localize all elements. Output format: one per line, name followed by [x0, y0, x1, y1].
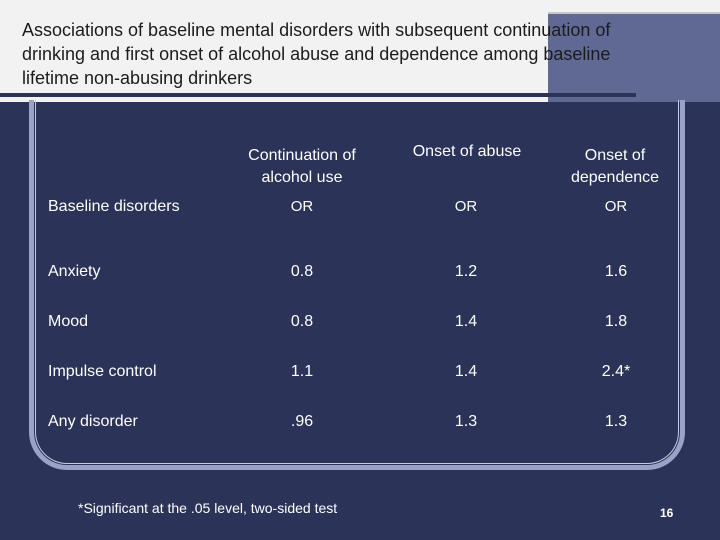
column-header-continuation: Continuation of alcohol use	[248, 147, 356, 186]
table-cell: 0.8	[290, 263, 314, 280]
table-cell: 0.8	[290, 313, 314, 330]
table-row-label: Any disorder	[48, 413, 138, 430]
table-cell: 2.4*	[601, 363, 631, 380]
slide-title: Associations of baseline mental disorder…	[22, 20, 611, 88]
table-cell: 1.2	[454, 263, 478, 280]
table-cell: 1.1	[290, 363, 314, 380]
table-cell: .96	[290, 413, 314, 430]
column-header-onset-abuse: Onset of abuse	[412, 143, 522, 160]
table-cell: 1.6	[604, 263, 628, 280]
table-row-label: Mood	[48, 313, 89, 330]
row-header-label: Baseline disorders	[48, 198, 180, 215]
content-frame-inner	[35, 100, 679, 464]
column-header-onset-dependence: Onset of dependence	[570, 147, 660, 186]
column-subheader-onset-dependence: OR	[604, 198, 628, 215]
table-cell: 1.3	[604, 413, 628, 430]
table-row-label: Impulse control	[48, 363, 157, 380]
table-cell: 1.4	[454, 313, 478, 330]
title-divider	[0, 93, 636, 97]
table-cell: 1.3	[454, 413, 478, 430]
content-frame	[29, 100, 685, 470]
footnote: *Significant at the .05 level, two-sided…	[78, 500, 338, 516]
column-subheader-continuation: OR	[290, 198, 314, 215]
title-accent-block	[548, 14, 720, 102]
table-cell: 1.8	[604, 313, 628, 330]
column-subheader-onset-abuse: OR	[454, 198, 478, 215]
table-row-label: Anxiety	[48, 263, 101, 280]
title-accent-line	[548, 12, 720, 14]
page-number: 16	[660, 506, 674, 520]
table-cell: 1.4	[454, 363, 478, 380]
